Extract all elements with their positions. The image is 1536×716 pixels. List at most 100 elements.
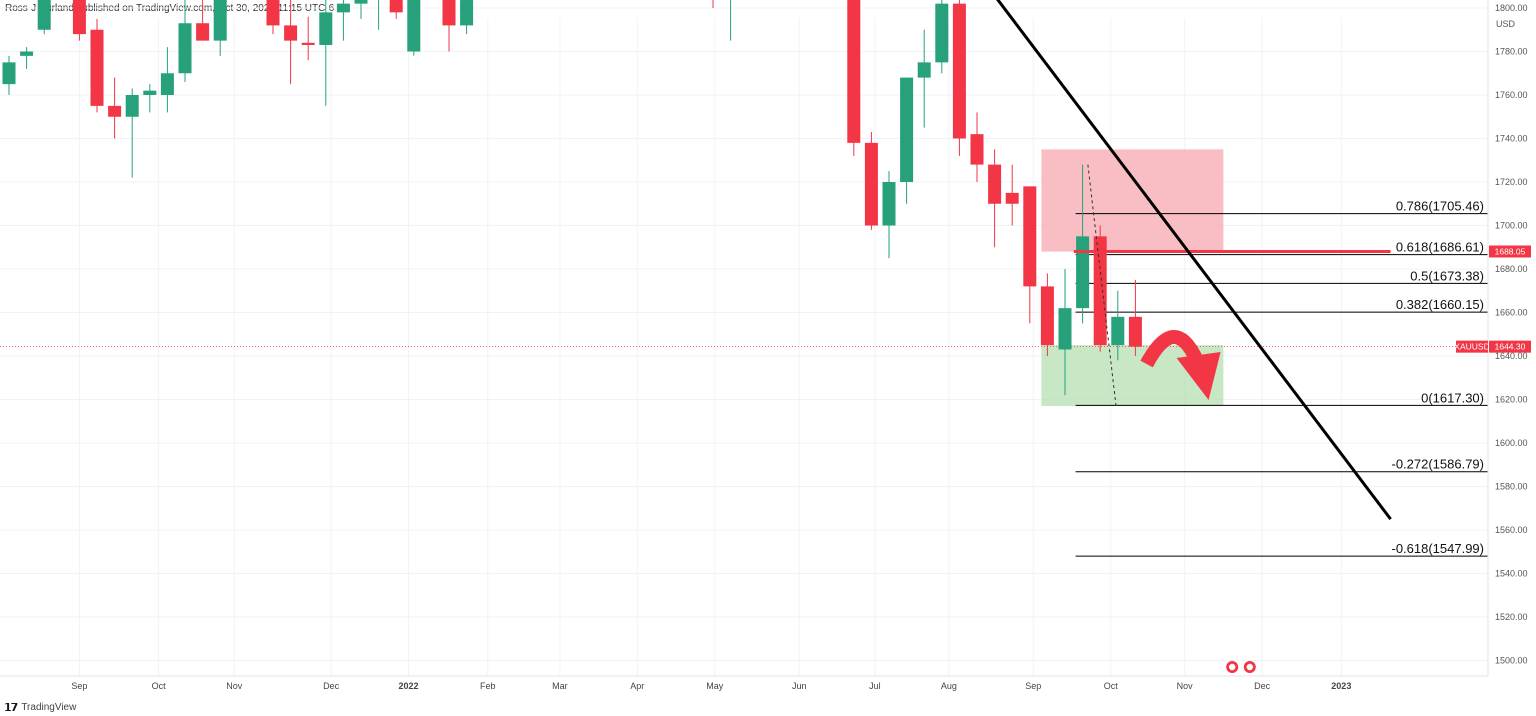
candle xyxy=(988,149,1002,248)
candle-body xyxy=(935,3,949,63)
annotation-layer xyxy=(1087,164,1256,673)
candle-body xyxy=(2,62,16,85)
candle-body xyxy=(20,51,34,56)
candle-body xyxy=(160,73,174,95)
x-tick-label: Dec xyxy=(323,681,340,691)
candle-body xyxy=(460,0,474,26)
candle-body xyxy=(864,142,878,226)
price-tag-bg xyxy=(1489,340,1531,353)
y-axis: USD 1500.00 1520.00 1540.00 1560.00 1580.00 16… xyxy=(1487,0,1528,676)
y-tick-label: 1620.00 xyxy=(1495,395,1528,405)
candle-body xyxy=(336,3,350,13)
candle-body xyxy=(847,0,861,143)
candle-body xyxy=(988,164,1002,204)
candle xyxy=(1040,273,1054,356)
candle xyxy=(72,0,86,41)
y-tick-label: 1580.00 xyxy=(1495,482,1528,492)
candle xyxy=(301,16,315,61)
us-flag-event-icon-inner xyxy=(1246,663,1254,671)
fib-label: 0.786(1705.46) xyxy=(1396,199,1484,214)
candle xyxy=(2,55,16,95)
symbol-price-tag: XAUUSD 1644.30 xyxy=(1454,340,1531,353)
level-tag-value: 1688.05 xyxy=(1495,246,1526,256)
candle-body xyxy=(301,42,315,45)
candle-body xyxy=(178,23,192,74)
candle xyxy=(378,0,380,30)
trendline-layer xyxy=(996,0,1392,521)
candle-body xyxy=(917,62,931,78)
fib-label: 0.618(1686.61) xyxy=(1396,240,1484,255)
x-tick-label: 2022 xyxy=(399,681,419,691)
candle xyxy=(1076,164,1090,324)
candle xyxy=(1005,164,1019,226)
x-tick-label: Oct xyxy=(1104,681,1119,691)
y-tick-label: 1680.00 xyxy=(1495,264,1528,274)
candle xyxy=(266,0,280,35)
y-tick-label: 1540.00 xyxy=(1495,569,1528,579)
candle-body xyxy=(266,0,280,26)
candle xyxy=(1058,269,1072,396)
trendline xyxy=(996,0,1392,521)
candle-body xyxy=(1058,308,1072,350)
us-flag-event-icon-inner xyxy=(1229,663,1236,671)
candle-body xyxy=(143,90,157,95)
candle-body xyxy=(1111,316,1125,346)
y-tick-label: 1740.00 xyxy=(1495,134,1528,144)
candle xyxy=(143,84,157,113)
candle xyxy=(389,0,403,19)
candle-body xyxy=(196,23,210,41)
x-tick-label: Jul xyxy=(869,681,881,691)
candle-body xyxy=(72,0,86,35)
fib-connector xyxy=(1087,164,1117,407)
candle xyxy=(178,0,192,82)
tradingview-logo-icon: 𝟭𝟳 xyxy=(4,702,18,714)
candle xyxy=(108,77,122,139)
candle xyxy=(970,112,984,182)
y-tick-label: 1600.00 xyxy=(1495,438,1528,448)
candle-body xyxy=(1005,192,1019,204)
candle-body xyxy=(354,0,368,4)
footer-brand[interactable]: 𝟭𝟳 TradingView xyxy=(4,701,76,714)
candle-body xyxy=(882,182,896,226)
candle-body xyxy=(213,0,227,41)
supply-zone xyxy=(1041,149,1224,252)
candle xyxy=(952,0,966,156)
candle xyxy=(213,0,227,56)
x-tick-label: Dec xyxy=(1254,681,1271,691)
candle-body xyxy=(970,134,984,165)
chart-grid xyxy=(0,7,1488,676)
candle-body xyxy=(407,0,421,52)
symbol-tag-bg xyxy=(1456,340,1488,353)
candle xyxy=(847,0,861,156)
candle xyxy=(900,77,914,204)
price-tags: 1688.05 XAUUSD 1644.30 xyxy=(1454,245,1531,353)
y-tick-label: 1520.00 xyxy=(1495,612,1528,622)
level-tag-bg xyxy=(1489,245,1531,258)
footer-brand-label: TradingView xyxy=(21,702,77,713)
fib-levels: 0.786(1705.46) 0.618(1686.61) 0.5(1673.38)… xyxy=(0,199,1488,557)
candle xyxy=(712,0,714,8)
fib-label: -0.618(1547.99) xyxy=(1391,541,1484,556)
candle-body xyxy=(1093,236,1107,346)
y-tick-label: 1800.00 xyxy=(1495,3,1528,13)
candle xyxy=(407,0,421,56)
candle-body xyxy=(1040,286,1054,346)
candles-layer xyxy=(2,0,1142,396)
candle xyxy=(37,0,51,35)
x-tick-label: Nov xyxy=(226,681,243,691)
candle-body xyxy=(125,95,139,117)
candle-body xyxy=(319,12,333,45)
candle xyxy=(20,47,34,69)
candle xyxy=(864,131,878,230)
price-tag-value: 1644.30 xyxy=(1495,342,1526,352)
y-tick-label: 1720.00 xyxy=(1495,177,1528,187)
y-tick-label: 1660.00 xyxy=(1495,308,1528,318)
candle xyxy=(284,0,298,85)
candle xyxy=(319,0,333,106)
candle xyxy=(1023,186,1037,324)
candle-body xyxy=(442,0,456,26)
fib-label: -0.272(1586.79) xyxy=(1391,457,1484,472)
fib-label: 0.382(1660.15) xyxy=(1396,297,1484,312)
y-axis-currency: USD xyxy=(1496,19,1516,29)
